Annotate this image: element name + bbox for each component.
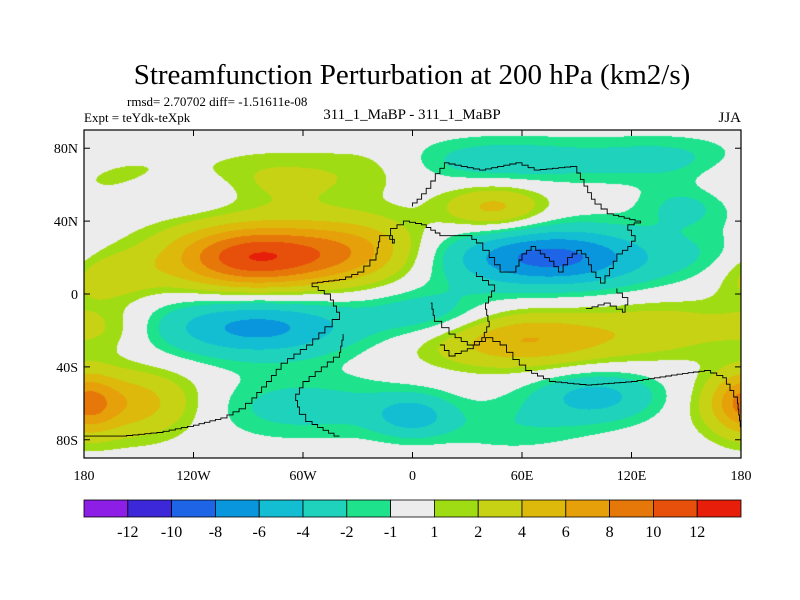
colorbar-label: -4	[296, 524, 309, 541]
x-tick-label: 180	[731, 469, 752, 484]
colorbar-label: 4	[518, 524, 526, 541]
colorbar-swatch	[521, 499, 567, 518]
y-tick-label: 40N	[54, 215, 78, 230]
colorbar-label: -6	[253, 524, 266, 541]
contour-field	[84, 130, 741, 458]
colorbar-label: 8	[606, 524, 614, 541]
colorbar-swatch	[171, 499, 216, 518]
colorbar-swatch	[83, 499, 129, 518]
colorbar-label: -12	[117, 524, 138, 541]
colorbar-swatch	[390, 499, 435, 518]
coastline-1	[295, 334, 344, 437]
colorbar-swatch	[258, 499, 304, 518]
y-axis: 80N 40N 0 40S 80S	[54, 142, 741, 449]
colorbar-swatch	[653, 499, 698, 518]
season-label: JJA	[718, 110, 741, 126]
coastlines	[84, 162, 742, 437]
x-axis: 180 120W 60W 0 60E 120E 180	[74, 130, 752, 484]
plot-area: 180 120W 60W 0 60E 120E 180 80N 40N 0 40S 80S	[54, 129, 752, 484]
colorbar-label: 2	[474, 524, 482, 541]
coastline-3	[430, 272, 496, 346]
colorbar-swatch	[609, 499, 654, 518]
colorbar-swatch	[477, 499, 523, 518]
colorbar: -12 -10 -8 -6 -4 -2 -1 1 2 4 6 8 10 12	[83, 499, 742, 541]
x-tick-label: 60E	[511, 469, 534, 484]
x-tick-label: 60W	[289, 469, 317, 484]
colorbar-swatch	[696, 499, 742, 518]
rmsd-label: rmsd= 2.70702 diff= -1.51611e-08	[127, 94, 307, 109]
x-tick-label: 0	[409, 469, 416, 484]
experiment-label: Expt = teYdk-teXpk	[84, 110, 191, 125]
colorbar-label: -2	[340, 524, 353, 541]
y-tick-label: 40S	[56, 361, 78, 376]
colorbar-swatch	[433, 499, 479, 518]
colorbar-swatch	[565, 499, 610, 518]
colorbar-label: 12	[689, 524, 705, 541]
case-label: 311_1_MaBP - 311_1_MaBP	[323, 107, 501, 123]
y-tick-label: 80S	[56, 434, 78, 449]
x-tick-label: 180	[74, 469, 95, 484]
chart-title: Streamfunction Perturbation at 200 hPa (…	[134, 59, 691, 91]
colorbar-label: 10	[645, 524, 661, 541]
colorbar-swatch	[127, 499, 173, 518]
colorbar-label: 1	[430, 524, 438, 541]
x-tick-label: 120E	[617, 469, 647, 484]
colorbar-label: 6	[562, 524, 570, 541]
colorbar-swatch	[302, 499, 348, 518]
y-tick-label: 0	[71, 288, 78, 303]
colorbar-label: -8	[209, 524, 222, 541]
colorbar-swatch	[214, 499, 260, 518]
coastline-4	[585, 288, 629, 313]
colorbar-label: -10	[161, 524, 182, 541]
coastline-2	[439, 337, 742, 433]
colorbar-label: -1	[384, 524, 397, 541]
colorbar-swatch	[346, 499, 391, 518]
y-tick-label: 80N	[54, 142, 78, 157]
coastline-0	[84, 162, 642, 437]
x-tick-label: 120W	[176, 469, 211, 484]
